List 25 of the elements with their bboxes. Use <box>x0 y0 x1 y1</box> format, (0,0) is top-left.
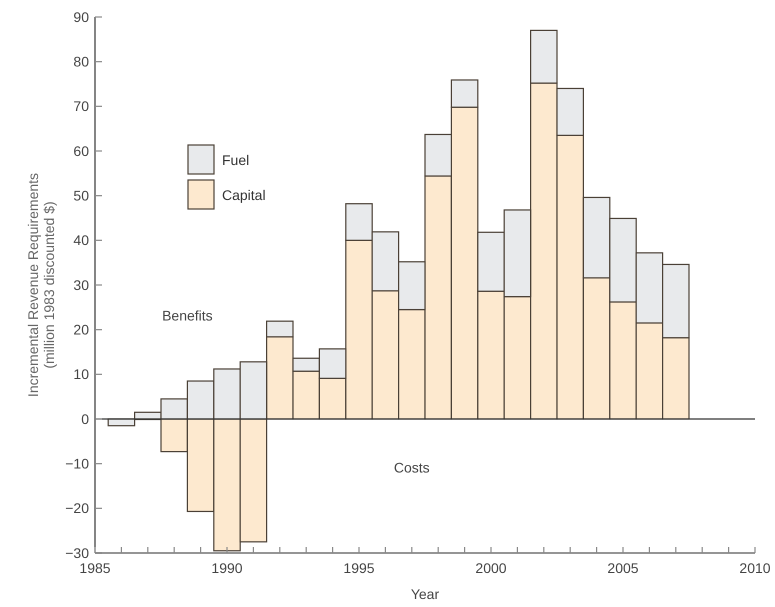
y-tick-label: 0 <box>81 410 90 427</box>
y-tick-label: 10 <box>73 366 90 382</box>
y-tick-label: −30 <box>65 544 90 561</box>
y-tick-label: 40 <box>73 232 90 248</box>
x-tick-label: 1995 <box>343 560 375 576</box>
x-tick-label: 2000 <box>475 560 507 576</box>
y-axis-title: Incremental Revenue Requirements (million 1983 discounted $) <box>25 172 57 398</box>
y-tick-label: 90 <box>73 8 90 25</box>
y-tick-label: 50 <box>73 188 90 204</box>
y-tick-label: 60 <box>73 142 90 159</box>
annotation: Costs <box>394 460 430 476</box>
x-tick-label: 1985 <box>79 560 111 576</box>
y-tick-label: 20 <box>73 322 90 338</box>
x-tick-label: 2010 <box>739 560 771 576</box>
y-tick-label: 80 <box>73 54 90 70</box>
y-tick-label: −20 <box>65 500 90 516</box>
legend-label: Fuel <box>222 152 250 168</box>
x-axis-title: Year <box>410 586 440 602</box>
legend-label: Capital <box>222 186 266 203</box>
y-tick-label: 30 <box>73 276 90 293</box>
annotation: Benefits <box>162 308 213 324</box>
y-tick-label: −10 <box>65 456 90 472</box>
x-tick-label: 1990 <box>211 560 243 576</box>
y-tick-label: 70 <box>73 98 90 114</box>
x-tick-label: 2005 <box>607 560 639 576</box>
